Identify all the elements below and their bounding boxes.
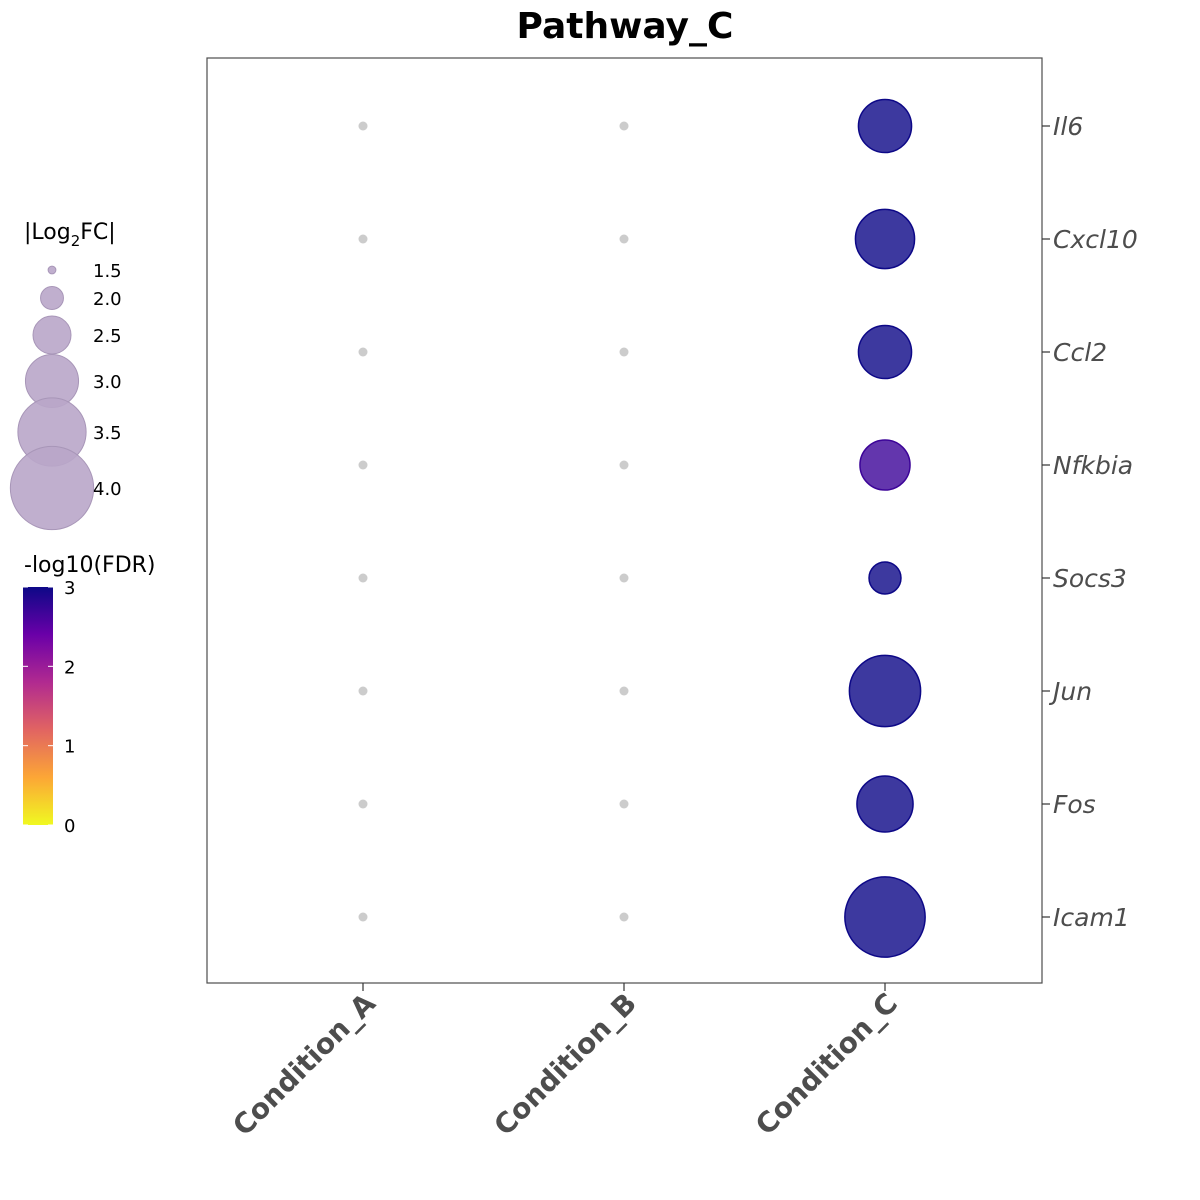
x-axis: Condition_A Condition_B Condition_C <box>226 983 904 1142</box>
gene-label-cxcl10: Cxcl10 <box>1053 225 1138 254</box>
size-legend-title: |Log2FC| <box>24 220 116 250</box>
point-nfkbia-condition-a <box>358 460 368 470</box>
point-il6-condition-a <box>358 121 368 131</box>
point-fos-condition-b <box>619 799 629 809</box>
color-legend-bar <box>23 587 53 825</box>
size-legend-label: 1.5 <box>93 261 122 282</box>
point-ccl2-condition-c <box>857 324 913 380</box>
condition-label-condition-c: Condition_C <box>749 987 904 1142</box>
color-legend-label: 3 <box>64 578 75 599</box>
point-jun-condition-b <box>619 686 629 696</box>
size-legend-label: 4.0 <box>93 479 122 500</box>
color-legend-title: -log10(FDR) <box>24 553 156 578</box>
color-legend-label: 0 <box>64 816 75 837</box>
size-legend-label: 2.0 <box>93 289 122 310</box>
plot-panel <box>206 57 1043 984</box>
y-axis: Il6 Cxcl10 Ccl2 Nfkbia Socs3 Jun Fos Icam1 <box>1042 112 1138 932</box>
size-legend-label: 3.5 <box>93 423 122 444</box>
gene-label-ccl2: Ccl2 <box>1053 338 1107 367</box>
size-legend-circle <box>9 445 95 531</box>
condition-label-condition-b: Condition_B <box>487 987 642 1142</box>
gene-label-il6: Il6 <box>1053 112 1083 141</box>
condition-label-condition-a: Condition_A <box>226 986 382 1142</box>
size-legend-label: 2.5 <box>93 326 122 347</box>
point-cxcl10-condition-b <box>619 234 629 244</box>
point-socs3-condition-a <box>358 573 368 583</box>
gene-label-fos: Fos <box>1053 790 1096 819</box>
gene-label-nfkbia: Nfkbia <box>1053 451 1133 480</box>
point-jun-condition-c <box>848 654 922 728</box>
size-legend-items: 1.5 2.0 2.5 3.0 3.5 4.0 <box>9 261 122 531</box>
color-legend-label: 1 <box>64 737 75 758</box>
size-legend: |Log2FC| 1.5 2.0 2.5 3.0 3.5 4.0 <box>9 220 122 531</box>
color-legend-ticks: 0 1 2 3 <box>23 578 75 837</box>
color-legend-label: 2 <box>64 657 75 678</box>
point-icam1-condition-b <box>619 912 629 922</box>
size-legend-circle <box>40 286 64 310</box>
point-jun-condition-a <box>358 686 368 696</box>
point-ccl2-condition-a <box>358 347 368 357</box>
data-points <box>358 98 926 958</box>
color-legend: -log10(FDR) 0 1 2 3 <box>23 553 156 837</box>
point-icam1-condition-c <box>844 876 926 958</box>
size-legend-circle <box>32 315 72 355</box>
gene-label-socs3: Socs3 <box>1053 564 1127 593</box>
size-legend-circle <box>47 265 57 275</box>
gene-label-icam1: Icam1 <box>1053 903 1130 932</box>
point-cxcl10-condition-a <box>358 234 368 244</box>
point-icam1-condition-a <box>358 912 368 922</box>
point-il6-condition-b <box>619 121 629 131</box>
point-il6-condition-c <box>857 98 913 154</box>
point-socs3-condition-b <box>619 573 629 583</box>
point-nfkbia-condition-b <box>619 460 629 470</box>
point-socs3-condition-c <box>868 561 902 595</box>
point-ccl2-condition-b <box>619 347 629 357</box>
gene-label-jun: Jun <box>1048 677 1092 706</box>
size-legend-label: 3.0 <box>93 372 122 393</box>
point-cxcl10-condition-c <box>854 208 916 270</box>
point-nfkbia-condition-c <box>859 439 911 491</box>
point-fos-condition-c <box>856 775 914 833</box>
chart-title: Pathway_C <box>517 6 734 47</box>
point-fos-condition-a <box>358 799 368 809</box>
